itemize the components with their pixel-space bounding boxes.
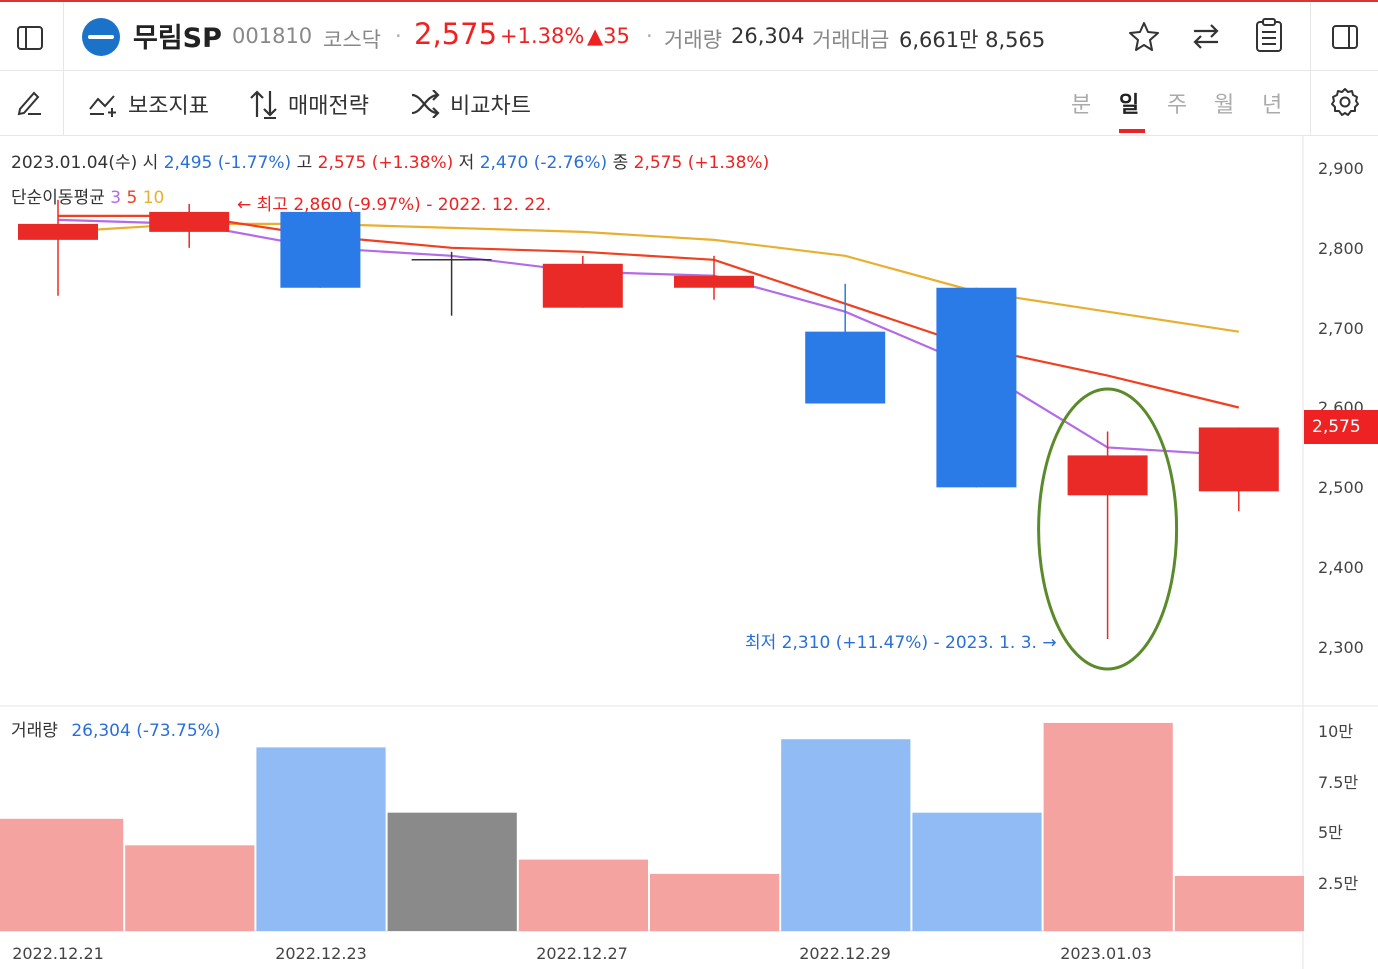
volume-bar — [387, 812, 517, 931]
dot-separator: · — [646, 24, 653, 48]
market-name: 코스닥 — [323, 28, 381, 52]
candle-body — [936, 287, 1017, 488]
low-annotation: 최저 2,310 (+11.47%) - 2023. 1. 3. → — [745, 633, 1057, 653]
y-tick: 2,300 — [1318, 638, 1364, 657]
volume-bar — [912, 812, 1042, 931]
company-logo-icon — [82, 18, 120, 56]
ma10-period: 10 — [142, 188, 165, 208]
open-value: 2,495 (-1.77%) — [163, 153, 292, 173]
ma3-line — [57, 218, 1239, 457]
current-price: 2,575 — [414, 17, 498, 51]
volume-bar — [125, 845, 255, 931]
volume-bar — [0, 818, 124, 931]
period-year-tab[interactable]: 년 — [1262, 93, 1283, 118]
ohlc-info-line: 2023.01.04(수) 시 2,495 (-1.77%) 고 2,575 (… — [11, 148, 769, 173]
volume-label: 거래량 — [664, 28, 722, 52]
x-tick: 2022.12.21 — [12, 944, 104, 963]
volume-panel-legend: 거래량 26,304 (-73.75%) — [11, 716, 220, 741]
stock-code: 001810 — [232, 24, 313, 48]
highlight-ellipse — [1037, 387, 1179, 671]
active-period-indicator — [1119, 129, 1145, 133]
candle-body — [1198, 427, 1279, 492]
draw-pen-icon[interactable] — [12, 85, 46, 119]
compare-chart-button[interactable]: 비교차트 — [410, 88, 531, 120]
candle-body — [542, 263, 623, 308]
settings-gear-icon[interactable] — [1328, 85, 1362, 119]
period-minute-tab[interactable]: 분 — [1071, 93, 1092, 118]
low-label: 저 — [458, 153, 475, 173]
amount-label: 거래대금 — [812, 28, 890, 52]
volume-tick: 2.5만 — [1318, 874, 1359, 893]
clipboard-icon[interactable] — [1251, 16, 1287, 54]
favorite-star-icon[interactable] — [1126, 18, 1162, 54]
period-month-tab[interactable]: 월 — [1214, 93, 1235, 118]
y-tick: 2,900 — [1318, 159, 1364, 178]
period-week-tab[interactable]: 주 — [1167, 93, 1188, 118]
x-tick: 2022.12.29 — [799, 944, 891, 963]
top-accent-line — [0, 0, 1378, 2]
volume-bar — [518, 859, 648, 931]
volume-bar — [781, 739, 911, 931]
candlestick-chart[interactable] — [0, 136, 1378, 969]
high-annotation: ← 최고 2,860 (-9.97%) - 2022. 12. 22. — [237, 195, 552, 215]
close-value: 2,575 (+1.38%) — [633, 153, 770, 173]
moving-average-legend: 단순이동평균 3 5 10 — [11, 183, 164, 208]
chart-toolbar: 보조지표 매매전략 비교차트 분 일 주 월 년 — [0, 71, 1378, 136]
info-date: 2023.01.04(수) — [11, 153, 138, 173]
sidebar-toggle-icon[interactable] — [14, 22, 46, 54]
volume-tick: 7.5만 — [1318, 773, 1359, 792]
volume-bar — [256, 747, 386, 931]
volume-value: 26,304 — [731, 24, 805, 48]
ma10-line — [57, 222, 1239, 333]
strategy-label: 매매전략 — [288, 94, 369, 119]
volume-bar — [650, 873, 780, 931]
high-value: 2,575 (+1.38%) — [317, 153, 454, 173]
candle-body — [18, 223, 98, 240]
volume-panel-label: 거래량 — [11, 721, 58, 741]
y-tick: 2,500 — [1318, 478, 1364, 497]
ma-label: 단순이동평균 — [11, 188, 105, 208]
amount-value: 6,661만 8,565 — [899, 28, 1046, 52]
y-tick: 2,700 — [1318, 319, 1364, 338]
volume-tick: 10만 — [1318, 722, 1354, 741]
swap-arrows-icon[interactable] — [1188, 18, 1224, 54]
current-price-tag: 2,575 — [1304, 410, 1378, 444]
change-amount: ▲35 — [587, 24, 630, 48]
open-label: 시 — [142, 153, 159, 173]
volume-panel-value: 26,304 (-73.75%) — [71, 721, 221, 741]
compare-chart-label: 비교차트 — [450, 94, 531, 119]
high-label: 고 — [296, 153, 313, 173]
candle-body — [1067, 455, 1148, 496]
candle-body — [280, 211, 361, 288]
x-tick: 2022.12.27 — [536, 944, 628, 963]
indicators-button[interactable]: 보조지표 — [88, 88, 209, 120]
low-value: 2,470 (-2.76%) — [479, 153, 608, 173]
stock-header: 무림SP 001810 코스닥 · 2,575 +1.38% ▲35 · 거래량… — [0, 2, 1378, 71]
y-tick: 2,400 — [1318, 558, 1364, 577]
close-label: 종 — [612, 153, 629, 173]
up-down-arrows-icon — [250, 90, 277, 119]
candle-body — [805, 331, 886, 404]
x-tick: 2022.12.23 — [275, 944, 367, 963]
y-tick: 2,800 — [1318, 239, 1364, 258]
ma3-period: 3 — [110, 188, 122, 208]
stock-name: 무림SP — [133, 23, 222, 54]
panel-toggle-icon[interactable] — [1328, 20, 1362, 54]
indicators-label: 보조지표 — [128, 94, 209, 119]
strategy-button[interactable]: 매매전략 — [248, 88, 369, 120]
volume-bar — [1043, 722, 1173, 931]
indicator-line-icon — [89, 95, 116, 117]
candle-body — [674, 275, 754, 288]
x-tick: 2023.01.03 — [1060, 944, 1152, 963]
ma5-line — [58, 214, 1240, 409]
volume-bar — [1174, 875, 1304, 931]
dot-separator: · — [395, 24, 402, 48]
volume-tick: 5만 — [1318, 823, 1343, 842]
period-day-tab[interactable]: 일 — [1119, 93, 1140, 118]
ma5-period: 5 — [126, 188, 138, 208]
shuffle-icon — [411, 90, 440, 118]
candle-body — [149, 211, 230, 232]
change-percent: +1.38% — [500, 24, 585, 48]
